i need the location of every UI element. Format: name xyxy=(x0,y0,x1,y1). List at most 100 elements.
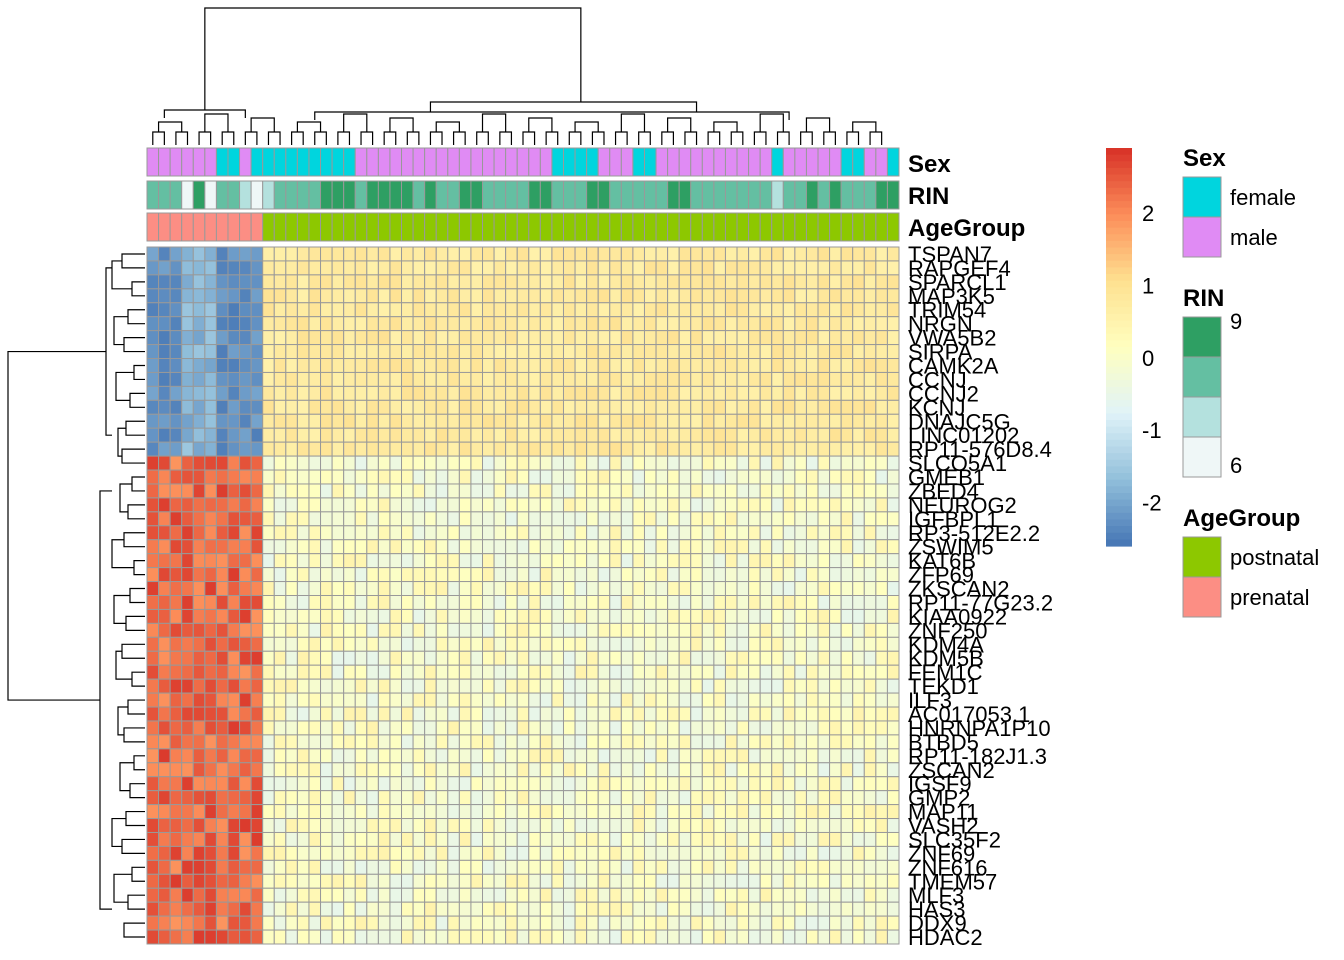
heatmap-cell xyxy=(447,525,460,541)
heatmap-cell xyxy=(308,274,322,290)
heatmap-cell xyxy=(215,316,229,332)
heatmap-cell xyxy=(829,650,842,666)
heatmap-cell xyxy=(412,497,426,513)
heatmap-cell xyxy=(146,859,160,875)
heatmap-cell xyxy=(401,539,414,555)
heatmap-cell xyxy=(389,358,403,373)
heatmap-cell xyxy=(782,636,796,652)
heatmap-cell xyxy=(528,441,541,457)
heatmap-cell xyxy=(262,539,275,555)
heatmap-cell xyxy=(805,385,819,401)
heatmap-cell xyxy=(620,915,634,931)
heatmap-cell xyxy=(262,469,275,485)
heatmap-cell xyxy=(829,455,842,471)
heatmap-cell xyxy=(366,497,379,513)
heatmap-cell xyxy=(204,901,217,917)
heatmap-cell xyxy=(412,344,426,360)
heatmap-cell xyxy=(586,469,599,485)
row-label: ZFP69 xyxy=(908,563,974,588)
heatmap-cell xyxy=(678,873,692,889)
sex-annotation-cell xyxy=(169,147,183,177)
heatmap-cell xyxy=(181,441,194,457)
heatmap-cell xyxy=(447,539,460,555)
heatmap-cell xyxy=(354,622,368,638)
heatmap-cell xyxy=(320,567,333,583)
heatmap-cell xyxy=(204,622,217,638)
heatmap-cell xyxy=(597,399,611,415)
heatmap-cell xyxy=(308,483,322,499)
heatmap-cell xyxy=(620,692,634,708)
heatmap-cell xyxy=(643,511,657,527)
heatmap-cell xyxy=(331,692,345,708)
heatmap-cell xyxy=(169,274,183,290)
row-label: RP11-182J1.3 xyxy=(908,744,1047,769)
heatmap-cell xyxy=(505,385,518,401)
sex-annotation-cell xyxy=(574,147,588,177)
heatmap-cell xyxy=(296,483,310,499)
heatmap-cell xyxy=(840,845,854,861)
heatmap-cell xyxy=(620,246,634,262)
heatmap-cell xyxy=(158,385,171,401)
heatmap-cell xyxy=(262,581,275,596)
heatmap-cell xyxy=(516,720,530,736)
heatmap-cell xyxy=(551,595,564,610)
heatmap-cell xyxy=(470,929,484,945)
sex-annotation-cell xyxy=(713,147,726,177)
heatmap-cell xyxy=(597,344,611,360)
heatmap-cell xyxy=(493,581,507,596)
heatmap-cell xyxy=(794,887,807,903)
heatmap-cell xyxy=(655,413,669,429)
heatmap-cell xyxy=(713,525,726,541)
heatmap-cell xyxy=(736,581,750,596)
heatmap-cell xyxy=(551,399,564,415)
heatmap-cell xyxy=(285,678,298,694)
heatmap-cell xyxy=(273,455,287,471)
heatmap-cell xyxy=(759,260,773,276)
heatmap-cell xyxy=(748,483,761,499)
heatmap-cell xyxy=(308,385,322,401)
heatmap-cell xyxy=(505,511,518,527)
heatmap-cell xyxy=(354,595,368,610)
heatmap-cell xyxy=(805,260,819,276)
row-label: ZNF69 xyxy=(908,841,975,866)
heatmap-cell xyxy=(667,581,680,596)
heatmap-cell xyxy=(389,413,403,429)
heatmap-cell xyxy=(748,525,761,541)
heatmap-cell xyxy=(840,692,854,708)
heatmap-cell xyxy=(586,371,599,387)
color-scale-band xyxy=(1106,512,1132,521)
heatmap-cell xyxy=(829,274,842,290)
heatmap-cell xyxy=(562,553,576,569)
heatmap-cell xyxy=(447,831,460,847)
heatmap-cell xyxy=(273,762,287,778)
heatmap-cell xyxy=(285,455,298,471)
heatmap-cell xyxy=(794,358,807,373)
heatmap-cell xyxy=(632,288,645,304)
heatmap-cell xyxy=(250,246,264,262)
heatmap-cell xyxy=(482,581,495,596)
color-scale-band xyxy=(1106,300,1132,308)
heatmap-cell xyxy=(528,288,541,304)
heatmap-cell xyxy=(586,288,599,304)
heatmap-cell xyxy=(516,469,530,485)
heatmap-cell xyxy=(377,371,391,387)
heatmap-cell xyxy=(389,274,403,290)
heatmap-cell xyxy=(713,497,726,513)
heatmap-cell xyxy=(192,288,206,304)
sex-annotation-cell xyxy=(308,147,322,177)
heatmap-cell xyxy=(586,330,599,346)
heatmap-cell xyxy=(482,288,495,304)
heatmap-cell xyxy=(528,790,541,806)
heatmap-cell xyxy=(562,567,576,583)
heatmap-cell xyxy=(227,818,241,833)
heatmap-cell xyxy=(401,692,414,708)
heatmap-cell xyxy=(586,483,599,499)
heatmap-cell xyxy=(597,915,611,931)
heatmap-cell xyxy=(794,929,807,945)
heatmap-cell xyxy=(655,399,669,415)
heatmap-cell xyxy=(655,664,669,680)
heatmap-cell xyxy=(667,859,680,875)
heatmap-cell xyxy=(505,678,518,694)
heatmap-cell xyxy=(505,567,518,583)
heatmap-cell xyxy=(204,678,217,694)
